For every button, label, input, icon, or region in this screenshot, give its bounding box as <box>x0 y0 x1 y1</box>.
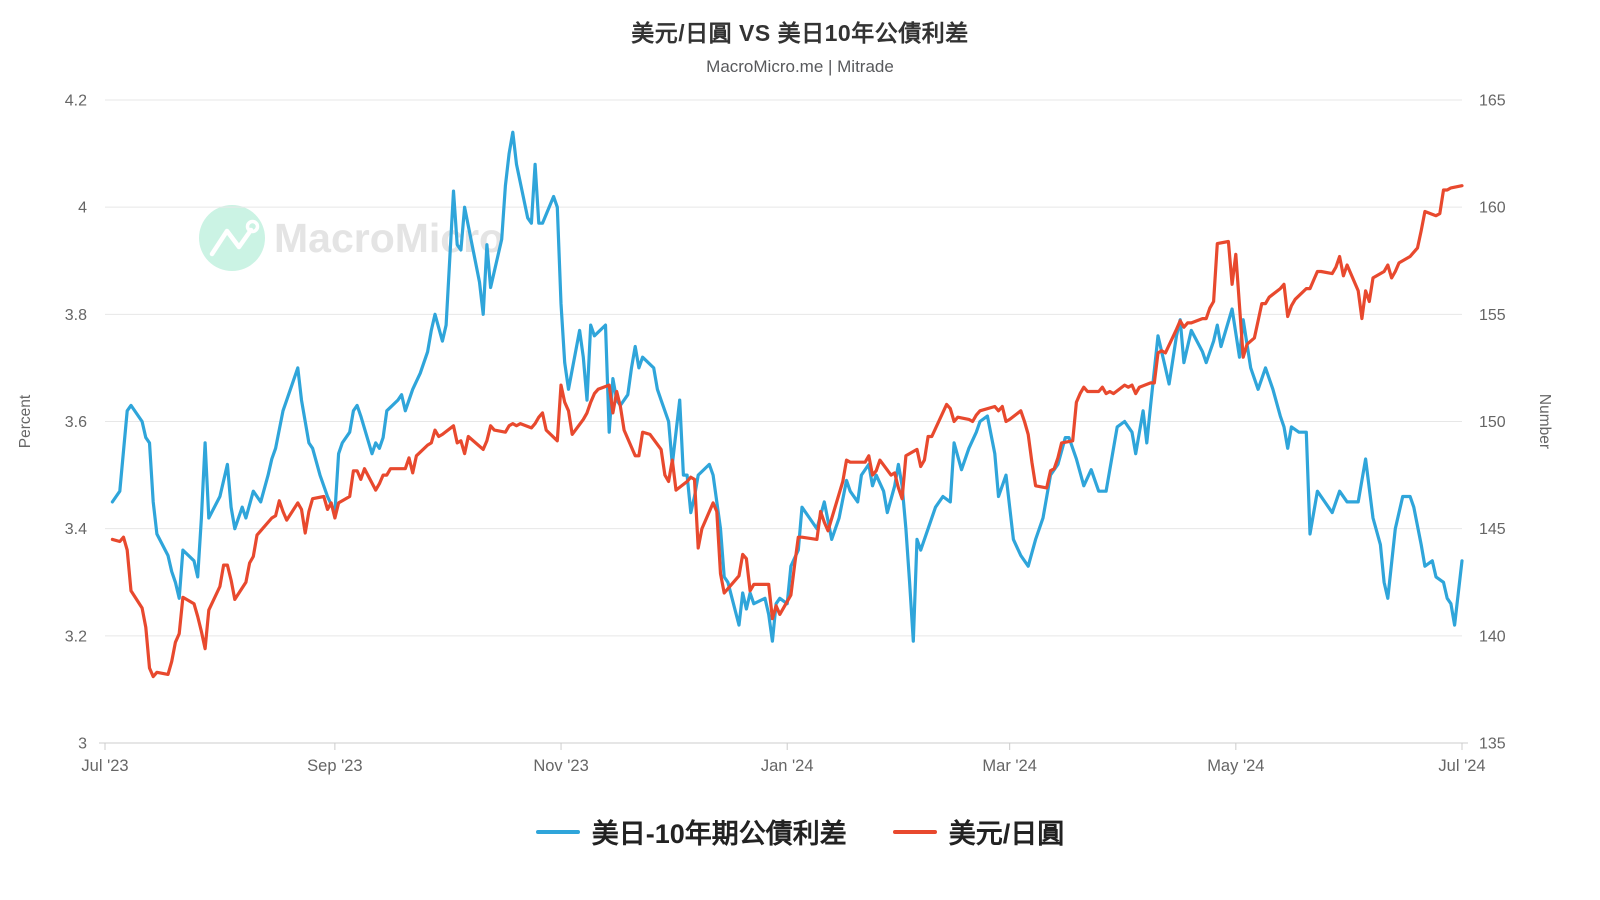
watermark: MacroMicro <box>199 205 504 271</box>
y-axis-left-tick-label: 3.8 <box>65 307 87 324</box>
x-axis-tick-label: Nov '23 <box>533 757 588 775</box>
y-axis-left-tick-label: 3.2 <box>65 628 87 645</box>
legend-marker-usdjpy-line <box>892 829 937 834</box>
series-line-spread[interactable] <box>110 130 1464 643</box>
y-axis-left-title: Percent <box>17 394 34 448</box>
chart-header: 美元/日圓 VS 美日10年公債利差 MacroMicro.me | Mitra… <box>0 14 1600 77</box>
legend-item-usdjpy[interactable]: 美元/日圓 <box>892 812 1065 851</box>
y-axis-right-tick-label: 165 <box>1479 93 1506 110</box>
y-axis-right-tick-label: 160 <box>1479 200 1506 217</box>
y-axis-left-tick-label: 3 <box>78 736 87 753</box>
gridlines <box>105 99 1462 637</box>
chart-title: 美元/日圓 VS 美日10年公債利差 <box>631 20 969 46</box>
x-axis-tick-label: Jul '24 <box>1438 757 1485 775</box>
legend-label-spread: 美日-10年期公債利差 <box>591 819 847 849</box>
legend-label-usdjpy: 美元/日圓 <box>948 819 1065 849</box>
x-axis-tick-label: Sep '23 <box>307 757 362 775</box>
y-axis-left: 3 3.2 3.4 3.6 3.8 4 4.2 <box>65 93 87 753</box>
y-axis-left-tick-label: 4.2 <box>65 93 87 110</box>
series-line-usdjpy[interactable] <box>110 184 1464 679</box>
x-axis-tick-label: Mar '24 <box>982 757 1037 775</box>
x-axis: Jul '23 Sep '23 Nov '23 Jan '24 Mar '24 May '… <box>81 742 1486 775</box>
x-axis-tick-label: Jul '23 <box>81 757 128 775</box>
y-axis-right-tick-label: 155 <box>1479 307 1506 324</box>
y-axis-right-tick-label: 150 <box>1479 414 1506 431</box>
y-axis-left-tick-label: 3.4 <box>65 521 87 538</box>
legend-marker-spread-line <box>535 829 580 834</box>
y-axis-left-tick-label: 4 <box>78 200 87 217</box>
watermark-logo-zigzag-icon <box>209 227 254 257</box>
y-axis-left-tick-label: 3.6 <box>65 414 87 431</box>
legend: 美日-10年期公債利差 美元/日圓 <box>0 812 1600 851</box>
x-axis-tick-label: Jan '24 <box>761 757 814 775</box>
y-axis-right: 135 140 145 150 155 160 165 <box>1479 93 1506 753</box>
legend-item-spread[interactable]: 美日-10年期公債利差 <box>535 812 847 851</box>
watermark-logo-dot-icon <box>245 219 260 234</box>
chart-subtitle: MacroMicro.me | Mitrade <box>706 57 894 76</box>
watermark-brand-text: MacroMicro <box>274 215 504 261</box>
y-axis-right-tick-label: 135 <box>1479 736 1506 753</box>
y-axis-right-tick-label: 140 <box>1479 628 1506 645</box>
y-axis-right-title: Number <box>1536 394 1553 449</box>
y-axis-right-tick-label: 145 <box>1479 521 1506 538</box>
x-axis-tick-label: May '24 <box>1207 757 1264 775</box>
